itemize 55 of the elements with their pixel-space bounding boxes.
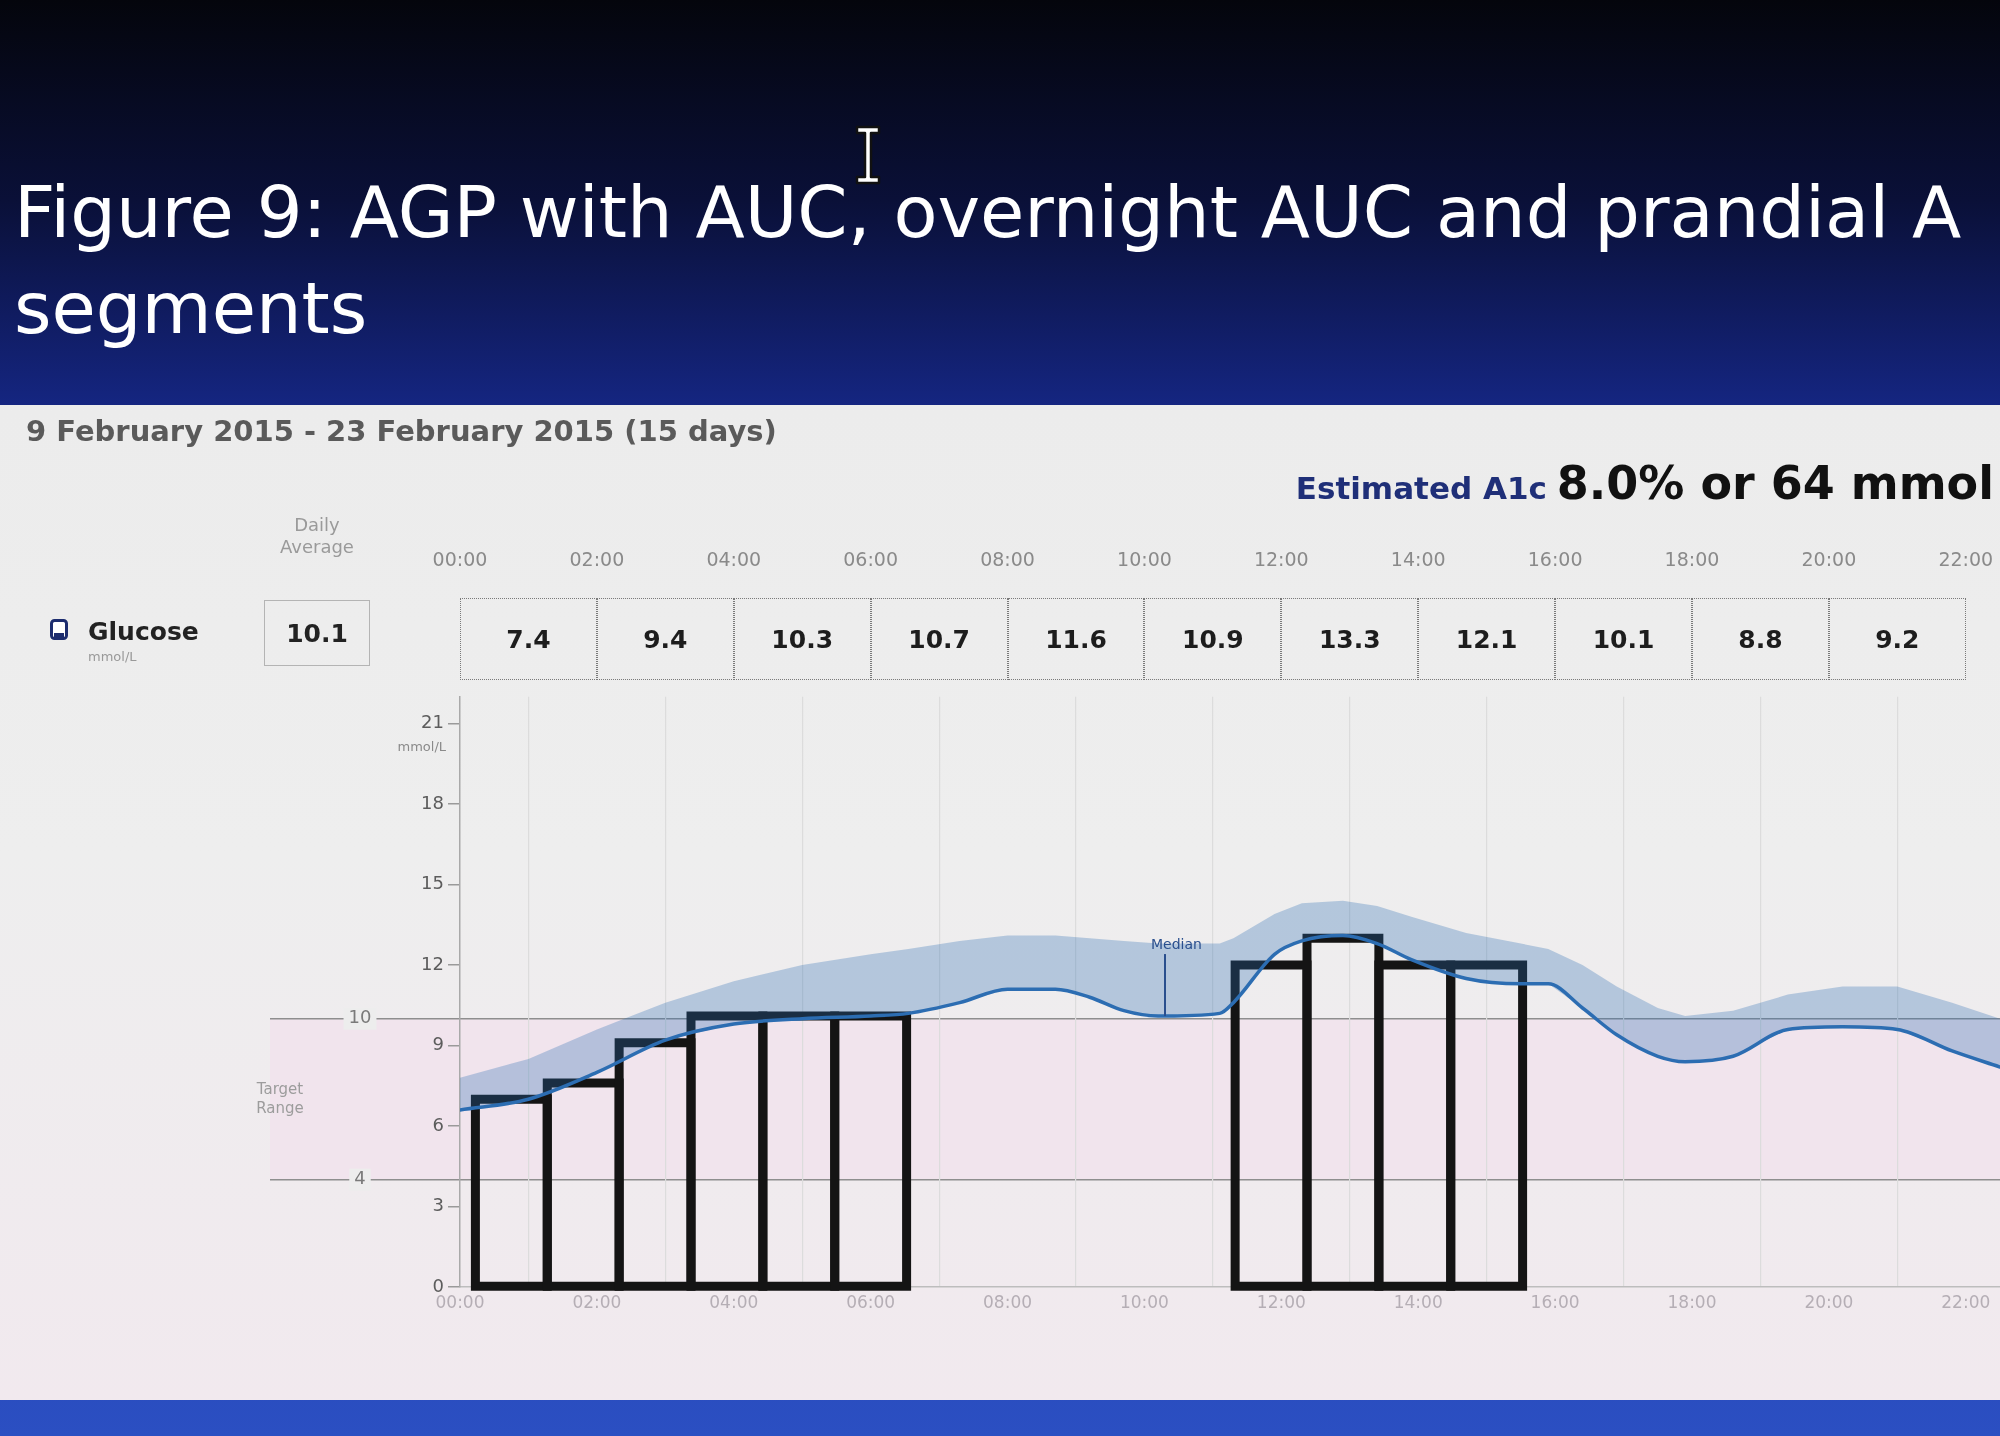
text: 8.0% or 64 mmol (1556, 456, 1994, 510)
data-label: 10.1 (264, 600, 370, 666)
x-tick-label: 04:00 (705, 548, 763, 570)
y-tick-label: 15 (421, 872, 444, 894)
data-label: 9.2 (1828, 598, 1966, 680)
x-tick-label: 12:00 (1252, 548, 1310, 570)
x-tick-label: 16:00 (1530, 1291, 1580, 1312)
x-tick-label: 22:00 (1937, 548, 1995, 570)
ref-line-label: 4 (354, 1167, 366, 1189)
y-tick-label: 3 (432, 1194, 444, 1216)
ref-line-label: 10 (348, 1006, 372, 1028)
x-tick-label: 22:00 (1941, 1291, 1991, 1312)
data-label: 13.3 (1281, 598, 1419, 680)
y-tick-label: 18 (421, 791, 444, 813)
y-tick-label: Glucose (88, 617, 199, 646)
text: Figure 9: AGP with AUC, overnight AUC and prandial A segments (14, 169, 1963, 352)
data-label: 11.6 (1007, 598, 1145, 680)
y-axis-title: mmol/L (88, 649, 137, 664)
x-tick-label: 00:00 (431, 548, 489, 570)
x-tick-label: 04:00 (709, 1291, 759, 1312)
line-series (460, 933, 2000, 1112)
x-tick-label: 18:00 (1663, 548, 1721, 570)
y-tick-label: 12 (421, 952, 444, 974)
x-tick-label: 08:00 (983, 1291, 1033, 1312)
data-label: 9.4 (596, 598, 734, 680)
data-label: 12.1 (1418, 598, 1556, 680)
data-label: 10.9 (1144, 598, 1282, 680)
x-tick-label: 20:00 (1800, 548, 1858, 570)
data-label: 10.7 (870, 598, 1008, 680)
x-tick-label: 18:00 (1667, 1291, 1717, 1312)
x-tick-label: 20:00 (1804, 1291, 1854, 1312)
x-tick-label: Daily Average (279, 514, 355, 558)
data-label: 8.8 (1692, 598, 1829, 680)
y-tick-label: 21 (421, 711, 444, 733)
y-tick-label: 9 (432, 1033, 444, 1055)
data-label: 7.4 (460, 598, 597, 680)
x-tick-label: 16:00 (1526, 548, 1584, 570)
band-label: Target Range (255, 1079, 304, 1117)
x-tick-label: 10:00 (1119, 1291, 1169, 1312)
y-tick-label: 6 (432, 1113, 444, 1135)
x-tick-label: 12:00 (1256, 1291, 1306, 1312)
x-tick-label: 14:00 (1389, 548, 1447, 570)
x-tick-label: 14:00 (1393, 1291, 1443, 1312)
x-tick-label: 02:00 (568, 548, 626, 570)
x-tick-label: 02:00 (572, 1291, 622, 1312)
x-tick-label: 10:00 (1116, 548, 1173, 570)
x-tick-label: 06:00 (842, 548, 900, 570)
chart-subtitle: 9 February 2015 - 23 February 2015 (15 days) (26, 414, 777, 448)
x-tick-label: 08:00 (979, 548, 1036, 570)
data-label: 10.1 (1555, 598, 1692, 680)
annotation: Median (1150, 935, 1202, 952)
data-label: 10.3 (733, 598, 871, 680)
text: Estimated A1c (1295, 470, 1547, 506)
x-tick-label: 06:00 (846, 1291, 896, 1312)
y-axis-title: mmol/L (397, 739, 447, 754)
